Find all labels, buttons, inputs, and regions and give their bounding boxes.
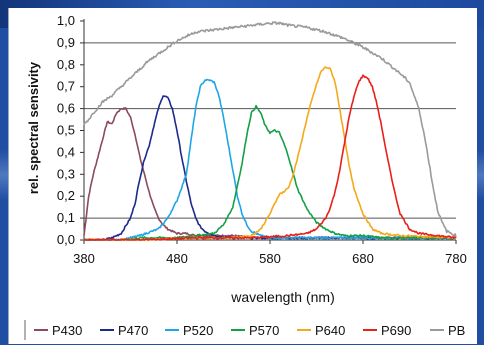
y-tick-labels: 0,0 0,1 0,2 0,3 0,4 0,5 0,6 0,7 0,8 0,9 1,0: [57, 13, 84, 247]
x-tick-label-4: 780: [445, 251, 467, 266]
y-tick-label-9: 0,9: [57, 35, 75, 50]
x-tick-labels: 380 480 580 680 780: [73, 240, 467, 266]
y-axis-title: rel. spectral sensivity: [26, 61, 41, 194]
series-lines: [83, 21, 457, 241]
x-tick-label-3: 680: [352, 251, 374, 266]
series-line-p690: [83, 74, 457, 241]
x-axis-title: wavelength (nm): [230, 289, 335, 305]
y-tick-label-3: 0,3: [57, 166, 75, 181]
y-tick-label-1: 0,1: [57, 210, 75, 225]
legend-label-p520: P520: [183, 323, 213, 338]
y-tick-label-7: 0,7: [57, 79, 75, 94]
legend: P430 P470 P520 P570 P640 P690 PB: [24, 320, 465, 340]
y-tick-label-5: 0,5: [57, 123, 75, 138]
legend-label-p470: P470: [118, 323, 148, 338]
y-tick-label-0: 0,0: [57, 232, 75, 247]
y-tick-label-2: 0,2: [57, 188, 75, 203]
y-tick-label-8: 0,8: [57, 57, 75, 72]
grid-lines: [84, 42, 456, 219]
legend-label-p570: P570: [249, 323, 279, 338]
series-line-pb: [83, 21, 457, 238]
x-tick-label-0: 380: [73, 251, 95, 266]
chart-panel: [8, 8, 477, 344]
y-tick-label-6: 0,6: [57, 101, 75, 116]
x-tick-label-2: 580: [259, 251, 281, 266]
series-line-p430: [83, 107, 457, 240]
legend-label-pb: PB: [448, 323, 465, 338]
legend-label-p640: P640: [315, 323, 345, 338]
y-tick-label-10: 1,0: [57, 13, 75, 28]
legend-label-p430: P430: [52, 323, 82, 338]
axes: [83, 19, 456, 241]
legend-label-p690: P690: [381, 323, 411, 338]
series-line-p570: [83, 104, 457, 241]
y-tick-label-4: 0,4: [57, 144, 75, 159]
x-tick-label-1: 480: [166, 251, 188, 266]
